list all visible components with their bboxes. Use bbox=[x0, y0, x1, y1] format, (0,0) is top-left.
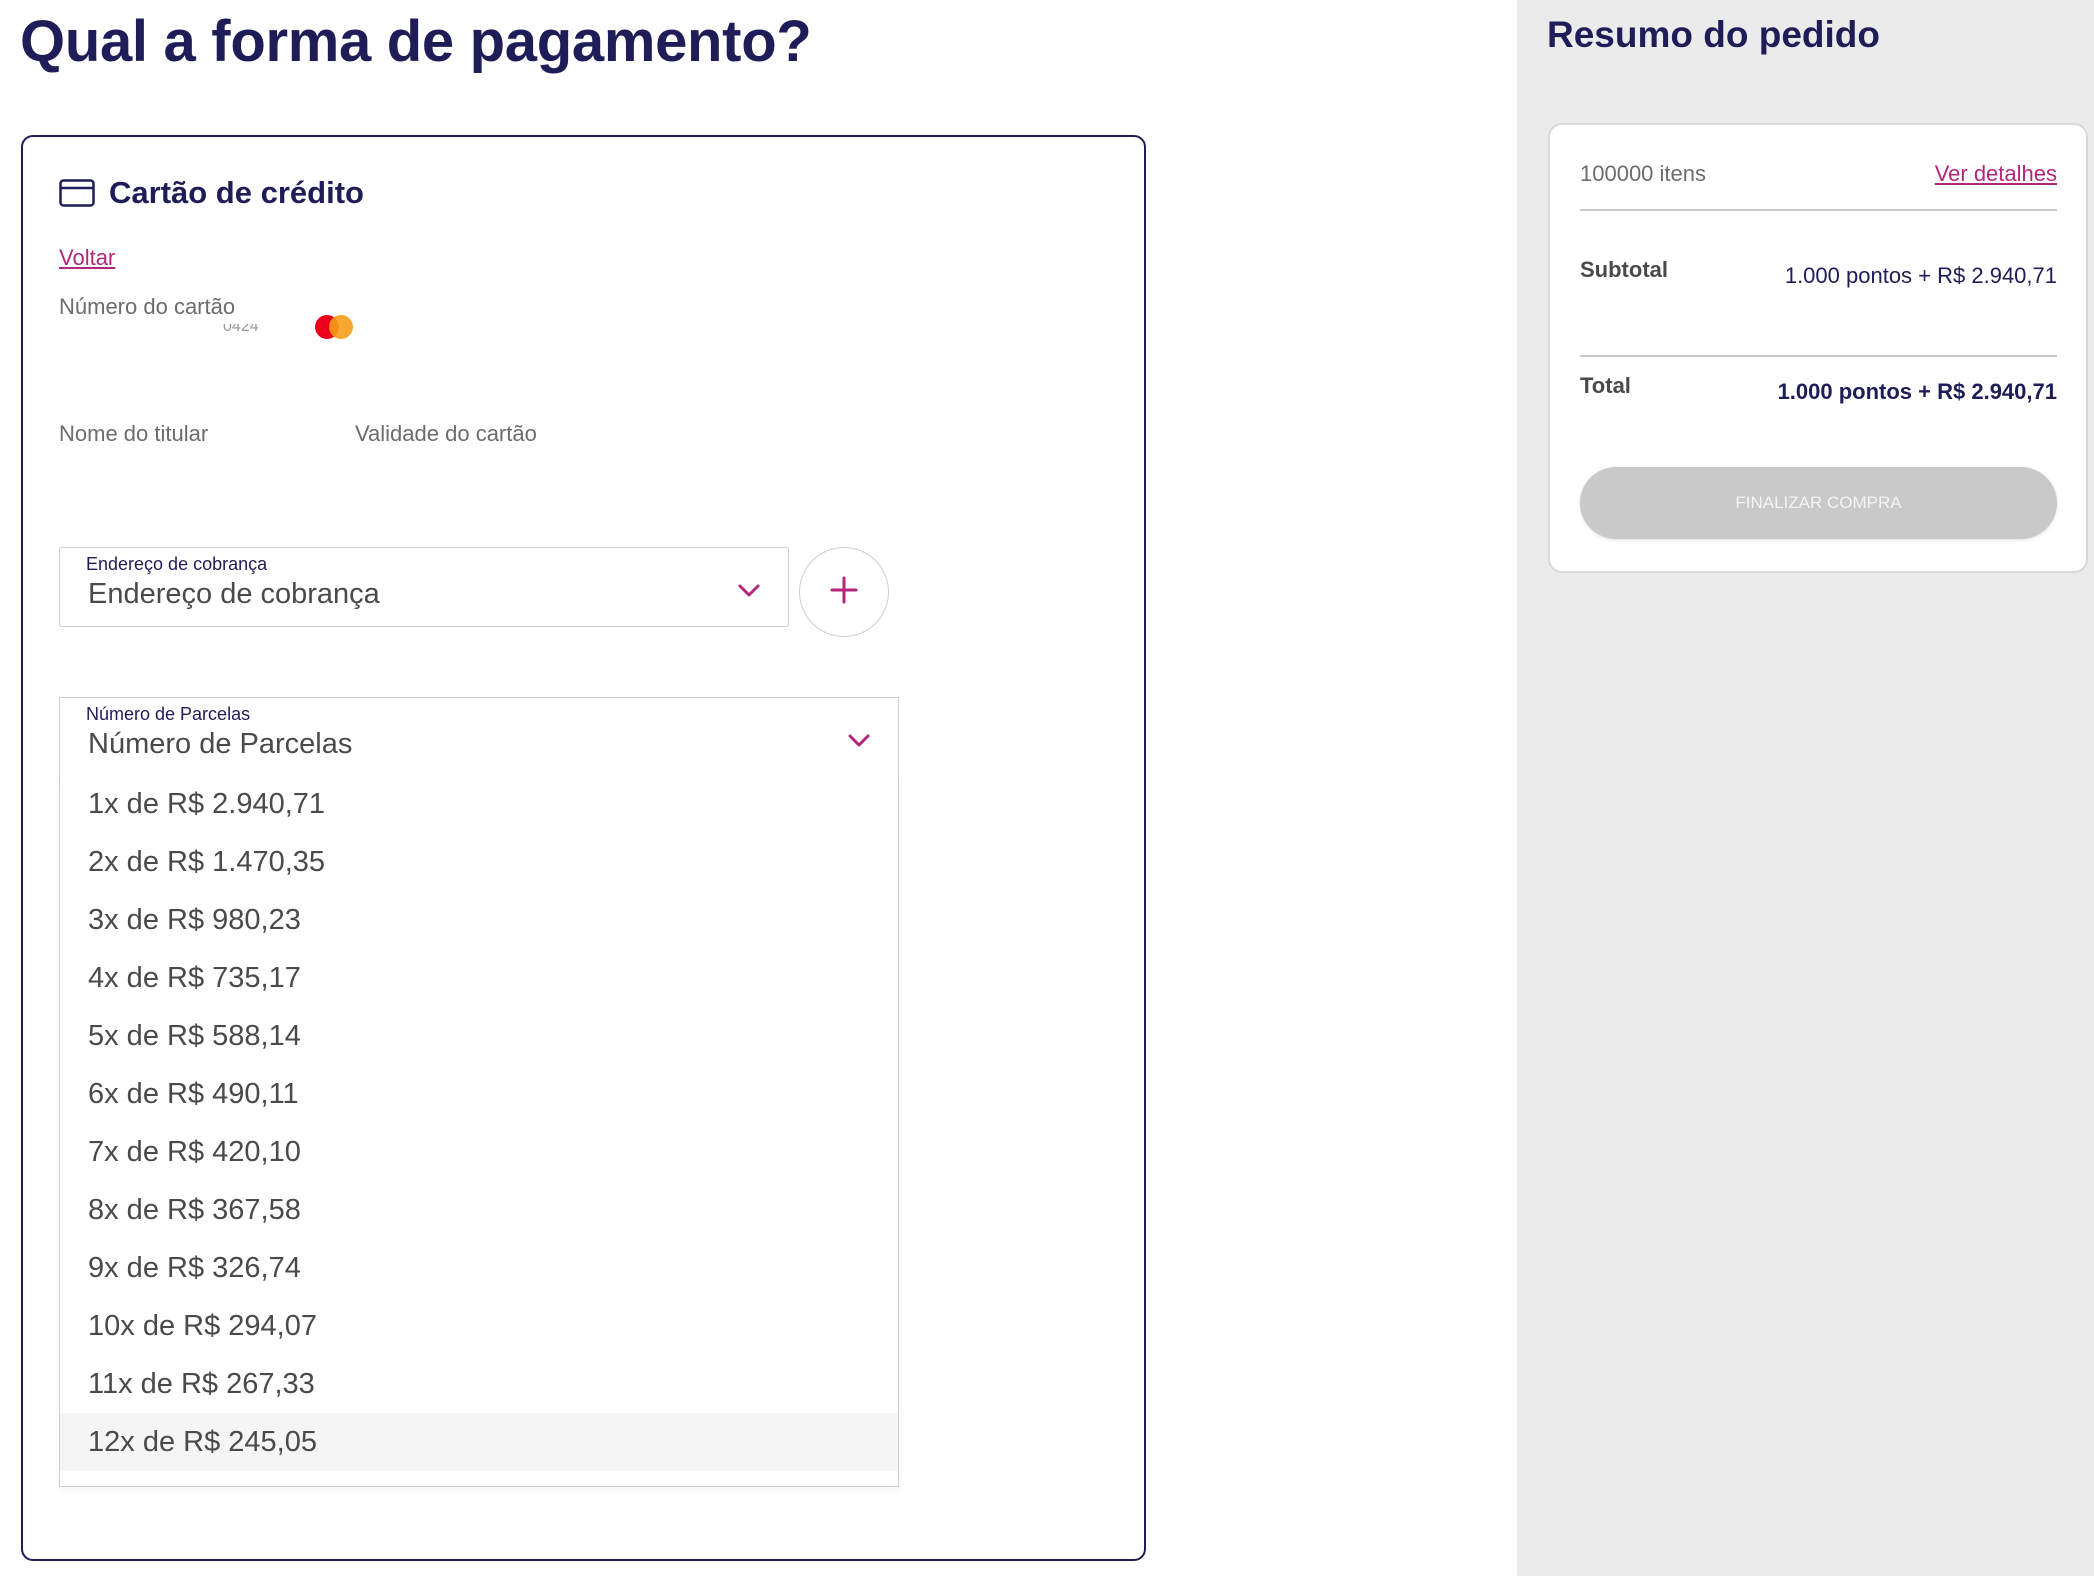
total-value: 1.000 pontos + R$ 2.940,71 bbox=[1777, 379, 2057, 404]
items-row: 100000 itens Ver detalhes bbox=[1580, 161, 2057, 211]
method-title: Cartão de crédito bbox=[109, 175, 364, 210]
billing-address-float-label: Endereço de cobrança bbox=[86, 554, 268, 574]
installment-option[interactable]: 1x de R$ 2.940,71 bbox=[88, 787, 326, 820]
plus-icon bbox=[829, 575, 859, 610]
installment-option[interactable]: 8x de R$ 367,58 bbox=[88, 1193, 301, 1226]
payment-method-card: Cartão de crédito Voltar Número do cartã… bbox=[21, 135, 1146, 1561]
back-link[interactable]: Voltar bbox=[59, 245, 116, 270]
installments-select[interactable]: Número de Parcelas Número de Parcelas bbox=[59, 697, 899, 775]
add-address-button[interactable] bbox=[799, 547, 889, 637]
chevron-down-icon bbox=[738, 584, 760, 598]
view-details-link[interactable]: Ver detalhes bbox=[1934, 161, 2057, 186]
holder-name-label: Nome do titular bbox=[59, 421, 209, 446]
installment-option[interactable]: 2x de R$ 1.470,35 bbox=[88, 845, 326, 878]
installment-option[interactable]: 7x de R$ 420,10 bbox=[88, 1135, 301, 1168]
installments-value: Número de Parcelas bbox=[88, 728, 353, 760]
installment-option[interactable]: 5x de R$ 588,14 bbox=[88, 1019, 301, 1052]
summary-card: 100000 itens Ver detalhes Subtotal 1.000… bbox=[1548, 123, 2088, 573]
installment-option[interactable]: 3x de R$ 980,23 bbox=[88, 903, 301, 936]
card-number-label: Número do cartão bbox=[59, 294, 236, 319]
installment-option[interactable]: 9x de R$ 326,74 bbox=[88, 1251, 301, 1284]
order-summary-sidebar: Resumo do pedido 100000 itens Ver detalh… bbox=[1517, 0, 2094, 1576]
subtotal-value: 1.000 pontos + R$ 2.940,71 bbox=[1784, 263, 2057, 288]
mastercard-icon bbox=[311, 313, 357, 341]
card-validity-label: Validade do cartão bbox=[355, 421, 537, 446]
installment-option[interactable]: 6x de R$ 490,11 bbox=[88, 1077, 299, 1110]
installment-option-highlighted[interactable]: 12x de R$ 245,05 bbox=[60, 1413, 898, 1471]
installment-option[interactable]: 11x de R$ 267,33 bbox=[88, 1367, 315, 1400]
summary-title: Resumo do pedido bbox=[1547, 14, 1880, 55]
page-title: Qual a forma de pagamento? bbox=[20, 9, 812, 74]
subtotal-row: Subtotal 1.000 pontos + R$ 2.940,71 bbox=[1580, 257, 2057, 357]
installments-float-label: Número de Parcelas bbox=[86, 704, 251, 724]
total-label: Total bbox=[1580, 373, 1631, 398]
billing-address-select[interactable]: Endereço de cobrança Endereço de cobranç… bbox=[59, 547, 789, 627]
installment-option[interactable]: 4x de R$ 735,17 bbox=[88, 961, 301, 994]
installments-dropdown-list: 1x de R$ 2.940,71 2x de R$ 1.470,35 3x d… bbox=[59, 775, 899, 1487]
chevron-down-icon bbox=[848, 734, 870, 748]
method-header: Cartão de crédito bbox=[59, 175, 364, 211]
installment-option[interactable]: 10x de R$ 294,07 bbox=[88, 1309, 317, 1342]
credit-card-icon bbox=[59, 179, 95, 207]
items-count: 100000 itens bbox=[1580, 161, 1706, 186]
finish-purchase-button[interactable]: FINALIZAR COMPRA bbox=[1580, 467, 2057, 539]
billing-address-value: Endereço de cobrança bbox=[88, 578, 380, 610]
subtotal-label: Subtotal bbox=[1580, 257, 1668, 282]
card-number-masked: 0424 bbox=[223, 324, 259, 334]
total-row: Total 1.000 pontos + R$ 2.940,71 bbox=[1580, 373, 2057, 423]
